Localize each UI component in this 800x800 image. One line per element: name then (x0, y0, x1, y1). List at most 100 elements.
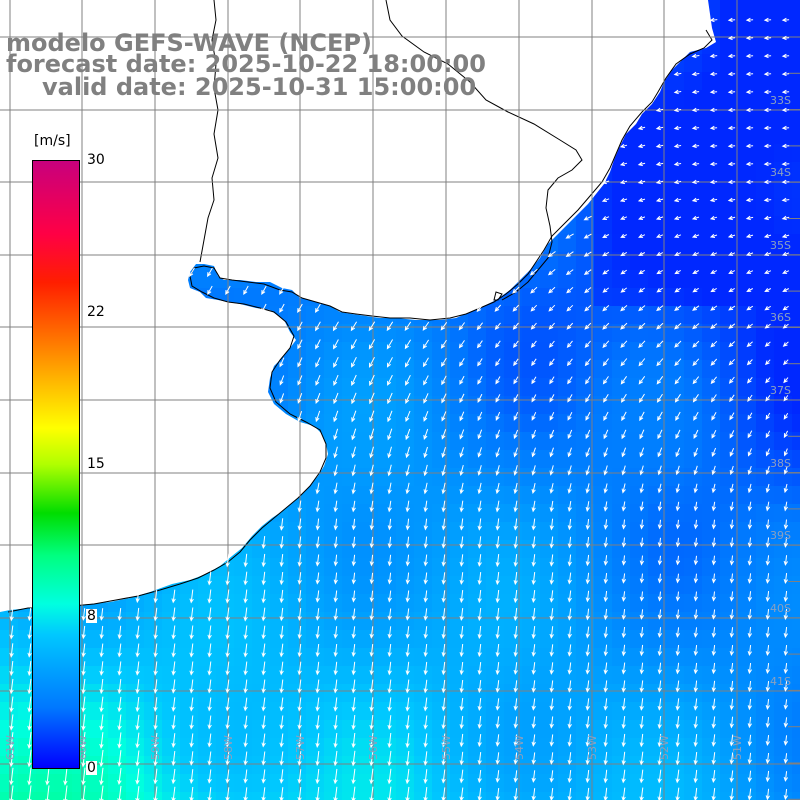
wind-speed-cell (792, 684, 800, 702)
wind-arrow (387, 554, 392, 567)
wind-arrow (333, 608, 338, 621)
wind-arrow (620, 287, 628, 293)
wind-arrow (423, 769, 428, 784)
wind-speed-cell (774, 144, 792, 162)
wind-speed-cell (486, 720, 504, 738)
wind-arrow (745, 197, 754, 203)
wind-speed-cell (684, 540, 702, 558)
wind-speed-cell (126, 756, 144, 774)
wind-arrow (297, 303, 303, 313)
wind-arrow (369, 786, 374, 800)
wind-speed-cell (594, 234, 612, 252)
wind-speed-cell (774, 198, 792, 216)
wind-arrow (585, 608, 590, 621)
wind-arrow (711, 609, 717, 620)
wind-speed-cell (486, 792, 504, 800)
wind-speed-cell (216, 666, 234, 684)
wind-arrow (495, 680, 500, 693)
wind-arrow (711, 483, 716, 494)
wind-arrow (243, 733, 248, 748)
wind-arrow (495, 465, 500, 476)
wind-speed-cell (576, 756, 594, 774)
wind-speed-cell (648, 486, 666, 504)
wind-arrow (727, 179, 736, 185)
wind-speed-cell (162, 630, 180, 648)
wind-arrow (369, 482, 374, 495)
wind-arrow (351, 356, 357, 368)
wind-speed-cell (756, 126, 774, 144)
wind-speed-cell (684, 306, 702, 324)
wind-arrow (458, 340, 465, 349)
wind-speed-cell (792, 486, 800, 504)
wind-arrow (243, 787, 248, 800)
wind-arrow (243, 285, 249, 295)
wind-arrow (747, 645, 753, 657)
wind-speed-cell (558, 450, 576, 468)
wind-speed-cell (756, 72, 774, 90)
wind-speed-cell (468, 720, 486, 738)
wind-speed-cell (234, 666, 252, 684)
wind-arrow (99, 732, 104, 749)
wind-speed-cell (288, 756, 306, 774)
wind-arrow (495, 571, 500, 586)
wind-arrow (565, 233, 574, 239)
wind-arrow (673, 179, 682, 185)
wind-arrow (584, 358, 591, 367)
wind-speed-cell (666, 666, 684, 684)
wind-arrow (656, 251, 664, 256)
wind-speed-cell (468, 486, 486, 504)
wind-speed-cell (180, 756, 198, 774)
wind-arrow (584, 322, 592, 330)
wind-speed-cell (648, 252, 666, 270)
wind-speed-cell (378, 486, 396, 504)
wind-arrow (315, 590, 320, 603)
wind-speed-cell (198, 576, 216, 594)
wind-arrow (638, 340, 646, 349)
wind-arrow (494, 304, 502, 312)
wind-speed-cell (378, 540, 396, 558)
wind-arrow (135, 643, 140, 658)
wind-speed-cell (540, 270, 558, 288)
wind-speed-cell (774, 630, 792, 648)
wind-speed-cell (540, 792, 558, 800)
wind-arrow (693, 627, 699, 638)
wind-speed-cell (180, 720, 198, 738)
wind-arrow (619, 161, 628, 167)
wind-speed-cell (486, 702, 504, 720)
wind-arrow (783, 626, 789, 639)
wind-arrow (673, 89, 682, 95)
wind-speed-cell (324, 486, 342, 504)
wind-arrow (297, 536, 302, 549)
wind-arrow (693, 751, 698, 766)
wind-speed-cell (288, 342, 306, 360)
wind-arrow (655, 143, 664, 149)
wind-speed-cell (216, 594, 234, 612)
wind-speed-cell (792, 36, 800, 54)
wind-speed-cell (234, 630, 252, 648)
wind-arrow (495, 698, 500, 711)
wind-arrow (747, 465, 752, 475)
wind-arrow (781, 251, 790, 256)
wind-speed-cell (774, 342, 792, 360)
wind-arrow (621, 411, 627, 422)
wind-speed-cell (270, 648, 288, 666)
wind-speed-cell (144, 756, 162, 774)
wind-speed-cell (270, 576, 288, 594)
wind-arrow (585, 769, 590, 784)
wind-speed-cell (432, 504, 450, 522)
wind-speed-cell (198, 756, 216, 774)
wind-arrow (315, 697, 320, 712)
wind-arrow (387, 679, 392, 694)
wind-arrow (783, 681, 789, 692)
wind-speed-cell (252, 540, 270, 558)
wind-speed-cell (594, 684, 612, 702)
wind-arrow (297, 500, 302, 513)
wind-arrow (656, 233, 664, 238)
wind-arrow (297, 608, 302, 622)
wind-arrow (297, 518, 302, 531)
lon-label: 59W (149, 735, 162, 760)
wind-speed-cell (702, 198, 720, 216)
wind-speed-cell (90, 792, 108, 800)
